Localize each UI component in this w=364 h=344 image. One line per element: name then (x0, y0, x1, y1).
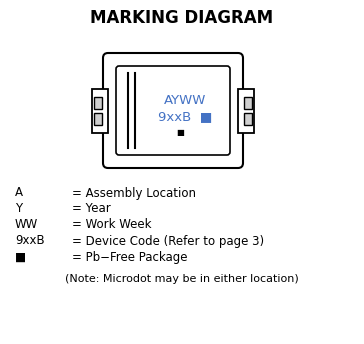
Bar (94, 112, 102, 125)
Text: = Work Week: = Work Week (72, 218, 151, 232)
Text: ■: ■ (176, 128, 184, 137)
FancyBboxPatch shape (103, 53, 243, 168)
Bar (244, 97, 252, 108)
Text: MARKING DIAGRAM: MARKING DIAGRAM (90, 9, 274, 27)
Text: = Assembly Location: = Assembly Location (72, 186, 196, 200)
Bar (244, 112, 252, 125)
Text: (Note: Microdot may be in either location): (Note: Microdot may be in either locatio… (65, 274, 299, 284)
Bar (94, 97, 102, 108)
Text: 9xxB  ■: 9xxB ■ (158, 110, 212, 123)
Text: = Pb−Free Package: = Pb−Free Package (72, 250, 187, 264)
Text: AYWW: AYWW (164, 94, 206, 107)
Text: 9xxB: 9xxB (15, 235, 45, 247)
FancyBboxPatch shape (116, 66, 230, 155)
Text: A: A (15, 186, 23, 200)
Bar (92, 88, 108, 132)
Text: = Device Code (Refer to page 3): = Device Code (Refer to page 3) (72, 235, 264, 247)
Text: Y: Y (15, 203, 22, 215)
Text: = Year: = Year (72, 203, 111, 215)
Bar (238, 88, 254, 132)
Text: ■: ■ (15, 250, 26, 264)
Text: WW: WW (15, 218, 38, 232)
